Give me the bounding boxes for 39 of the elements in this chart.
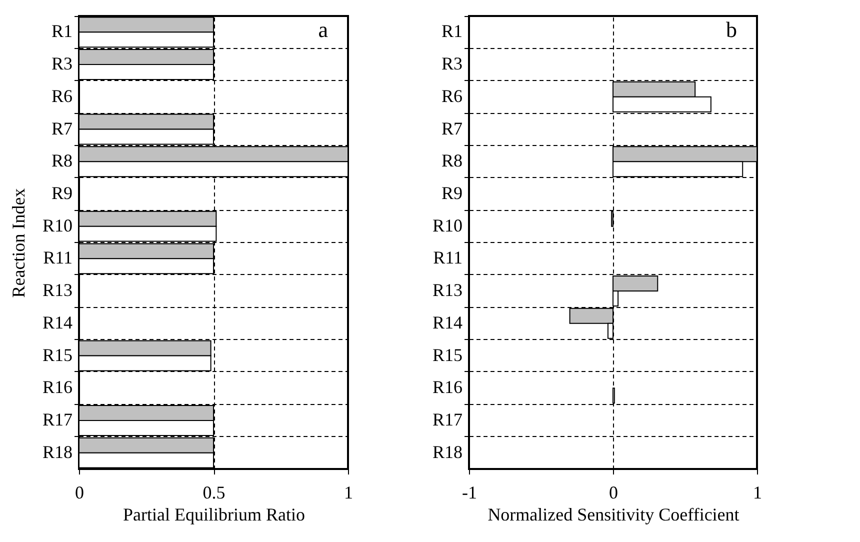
- y-tick-label: R1: [51, 21, 72, 42]
- x-tick-label: -1: [462, 482, 477, 502]
- y-tick-label: R10: [42, 215, 72, 236]
- x-tick-label: 0: [609, 482, 618, 502]
- x-tick-label: 0: [75, 482, 84, 502]
- x-tick-label: 1: [753, 482, 762, 502]
- y-tick-label: R7: [51, 118, 72, 138]
- y-tick-label: R10: [432, 215, 462, 236]
- y-tick-label: R14: [42, 312, 72, 332]
- y-tick-label: R8: [441, 150, 462, 171]
- y-tick-label: R15: [432, 344, 462, 365]
- y-tick-label: R8: [51, 150, 72, 171]
- y-tick-label: R16: [432, 377, 462, 398]
- y-tick-label: R6: [441, 86, 462, 106]
- x-tick-label: 0.5: [202, 482, 226, 502]
- y-tick-label: R9: [441, 182, 462, 203]
- y-tick-label: R13: [42, 280, 72, 300]
- y-tick-label: R1: [441, 21, 462, 42]
- y-tick-label: R18: [432, 442, 462, 462]
- y-tick-label: R15: [42, 344, 72, 365]
- y-tick-label: R6: [51, 86, 72, 106]
- y-tick-label: R9: [51, 182, 72, 203]
- annotation: b: [726, 17, 737, 42]
- y-tick-label: R17: [432, 409, 462, 430]
- x-tick-label: 1: [344, 482, 353, 502]
- y-tick-label: R11: [433, 248, 462, 268]
- y-tick-label: R7: [441, 118, 462, 138]
- y-tick-label: R18: [42, 442, 72, 462]
- y-tick-label: R3: [51, 54, 72, 74]
- y-tick-label: R16: [42, 377, 72, 398]
- y-tick-label: R3: [441, 54, 462, 74]
- y-tick-label: R14: [432, 312, 462, 332]
- annotation: a: [318, 17, 328, 42]
- y-axis-title: Reaction Index: [8, 188, 28, 298]
- y-tick-label: R13: [432, 280, 462, 300]
- y-tick-label: R17: [42, 409, 72, 430]
- x-axis-title: Partial Equilibrium Ratio: [123, 504, 305, 524]
- y-tick-label: R11: [43, 248, 72, 268]
- x-axis-title: Normalized Sensitivity Coefficient: [488, 504, 740, 524]
